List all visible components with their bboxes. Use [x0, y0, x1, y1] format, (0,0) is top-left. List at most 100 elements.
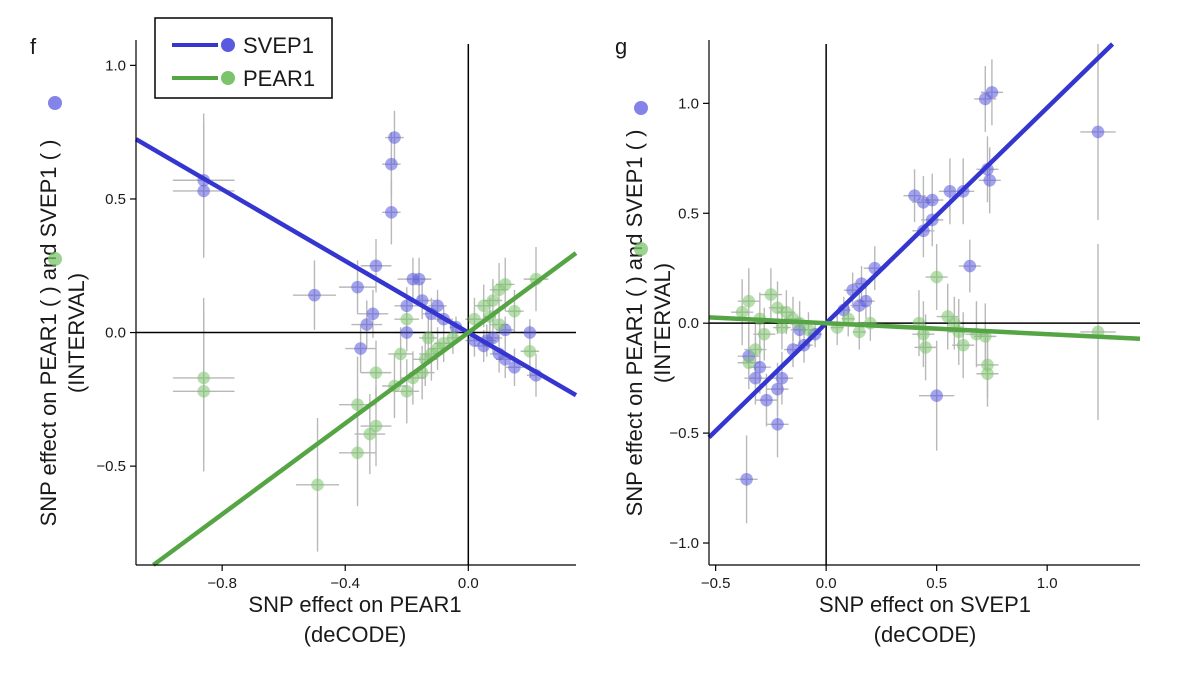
x-tick-label: 1.0 [1037, 575, 1058, 592]
panel-label-g: g [615, 34, 627, 59]
data-point-svep1 [369, 259, 383, 273]
data-point-svep1 [385, 157, 398, 171]
data-point-pear1 [486, 294, 500, 307]
data-point-svep1 [749, 371, 762, 385]
ylabel-marker-svep1 [634, 101, 648, 115]
x-tick-label: 0.0 [816, 575, 837, 592]
x-axis-title-g-line1: SNP effect on SVEP1 [819, 592, 1031, 617]
regression-line-pear1 [152, 251, 578, 567]
data-point-pear1 [930, 270, 943, 284]
ylabel-marker-pear1 [634, 242, 648, 256]
data-point-svep1 [852, 299, 866, 312]
y-tick-label: 0.0 [678, 315, 699, 332]
data-point-pear1 [742, 294, 756, 308]
y-axis-title-f: SNP effect on PEAR1 ( ) and SVEP1 ( ) (I… [36, 140, 89, 527]
data-point-pear1 [757, 327, 771, 341]
data-point-svep1 [771, 418, 784, 431]
data-point-pear1 [852, 325, 866, 339]
data-point-pear1 [735, 305, 749, 319]
data-point-pear1 [477, 299, 490, 313]
data-point-pear1 [742, 356, 756, 370]
data-point-svep1 [908, 189, 921, 202]
x-tick-label: 0.0 [458, 575, 479, 592]
y-axis-title-f-line2: (INTERVAL) [64, 273, 89, 393]
data-point-pear1 [498, 278, 512, 291]
data-point-svep1 [400, 299, 414, 313]
regression-line-pear1 [708, 315, 1141, 342]
panel-label-f: f [30, 34, 37, 59]
y-axis-title-g: SNP effect on PEAR1 ( ) and SVEP1 ( ) (I… [622, 130, 675, 517]
data-point-svep1 [1091, 125, 1105, 139]
regression-line-svep1 [134, 137, 578, 398]
data-point-svep1 [354, 342, 367, 355]
data-point-pear1 [400, 385, 414, 398]
y-tick-label: 1.0 [105, 57, 126, 74]
data-point-svep1 [197, 184, 210, 198]
y-tick-label: −1.0 [669, 535, 699, 552]
data-point-pear1 [351, 398, 364, 411]
x-tick-label: −0.4 [330, 575, 360, 592]
data-point-pear1 [197, 371, 210, 385]
x-axis-title-f-line2: (deCODE) [304, 622, 407, 647]
data-point-svep1 [308, 288, 321, 302]
data-point-pear1 [919, 341, 932, 354]
data-point-pear1 [394, 347, 407, 361]
data-point-svep1 [917, 195, 930, 209]
data-point-svep1 [385, 206, 398, 219]
ylabel-marker-svep1 [48, 96, 62, 110]
data-point-pear1 [981, 367, 994, 381]
axes-f: 1.0 0.5 0.0 −0.5 −0.8 −0.4 0.0 [96, 40, 576, 592]
y-tick-label: 0.5 [105, 191, 126, 208]
axes-g: 1.0 0.5 0.0 −0.5 −1.0 −0.5 0.0 0.5 1.0 [669, 40, 1140, 592]
x-tick-label: 0.5 [926, 575, 947, 592]
x-tick-label: −0.8 [207, 575, 237, 592]
data-point-svep1 [943, 184, 957, 198]
data-point-pear1 [369, 366, 383, 379]
y-tick-label: 1.0 [678, 95, 699, 112]
data-point-svep1 [508, 360, 521, 374]
data-point-svep1 [930, 389, 943, 403]
legend-box [154, 17, 333, 99]
data-point-pear1 [468, 312, 481, 326]
y-tick-label: −0.5 [669, 425, 699, 442]
y-tick-label: 0.5 [678, 205, 699, 222]
regression-layer [134, 137, 578, 567]
panel-g: g 1.0 0.5 0.0 −0.5 −1.0 −0.5 0.0 0.5 1.0 SNP eff… [615, 34, 1141, 647]
data-point-pear1 [492, 318, 506, 331]
data-point-svep1 [983, 173, 997, 187]
legend-point-pear1 [221, 71, 235, 85]
x-axis-title-f-line1: SNP effect on PEAR1 [248, 592, 461, 617]
regression-layer [707, 42, 1141, 439]
data-point-svep1 [963, 259, 977, 273]
data-point-svep1 [360, 318, 374, 331]
data-point-pear1 [775, 321, 789, 334]
data-point-pear1 [508, 304, 521, 318]
data-point-pear1 [802, 323, 815, 337]
panel-f: f 1.0 0.5 0.0 −0.5 −0.8 −0.4 0.0 SNP effect on… [30, 34, 578, 647]
ylabel-marker-pear1 [48, 252, 62, 266]
data-point-pear1 [917, 327, 930, 341]
data-point-pear1 [948, 316, 961, 330]
y-tick-label: 0.0 [105, 325, 126, 342]
errorbar-layer [172, 110, 549, 552]
data-point-pear1 [749, 343, 762, 356]
data-point-svep1 [978, 92, 992, 106]
data-point-svep1 [412, 272, 426, 286]
legend-label-pear1: PEAR1 [243, 66, 315, 91]
data-point-svep1 [760, 393, 773, 407]
point-layer [197, 131, 543, 492]
data-point-pear1 [400, 312, 414, 326]
data-point-svep1 [775, 371, 789, 385]
y-axis-title-f-line1: SNP effect on PEAR1 ( ) and SVEP1 ( ) [36, 140, 61, 527]
data-point-pear1 [956, 338, 970, 352]
data-point-svep1 [400, 326, 414, 339]
data-point-pear1 [311, 478, 324, 492]
y-axis-title-g-line2: (INTERVAL) [650, 263, 675, 383]
errorbar-layer [731, 44, 1116, 524]
regression-line-svep1 [707, 42, 1115, 439]
data-point-svep1 [740, 472, 753, 486]
legend-point-svep1 [221, 38, 235, 52]
data-point-svep1 [388, 131, 401, 144]
data-point-pear1 [197, 385, 210, 398]
